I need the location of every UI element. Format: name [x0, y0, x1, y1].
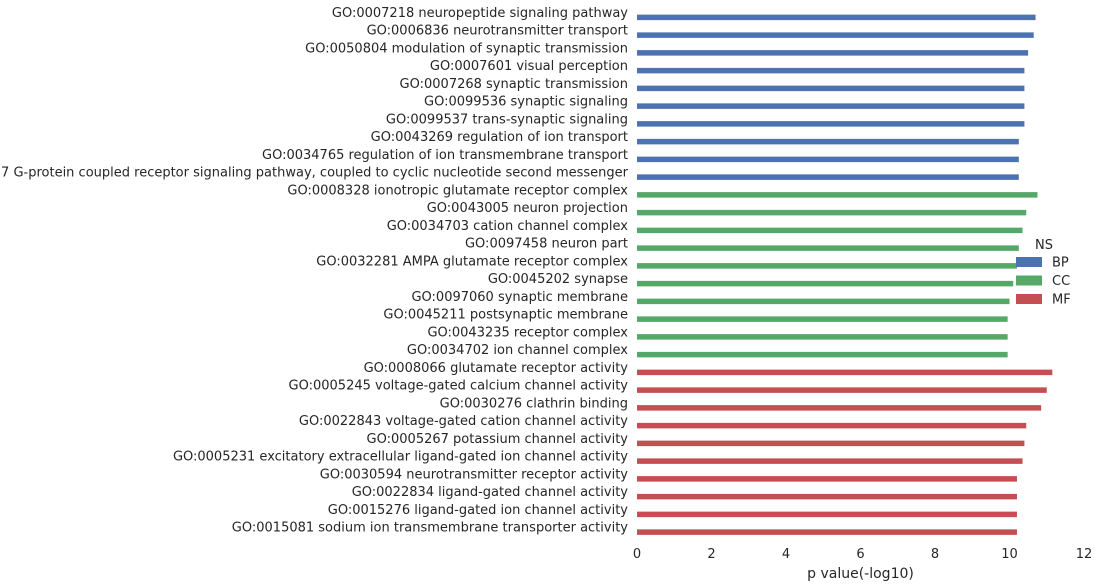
- category-label-3: GO:0007601 visual perception: [430, 59, 628, 74]
- legend-label-bp: BP: [1052, 256, 1069, 271]
- legend-label-cc: CC: [1052, 274, 1070, 289]
- legend-swatch-bp: [1016, 257, 1042, 267]
- category-label-27: GO:0022834 ligand-gated channel activity: [352, 485, 629, 500]
- bar-cc-19: [637, 351, 1008, 358]
- x-tick-label-4: 4: [782, 547, 790, 562]
- bar-mf-29: [637, 529, 1017, 535]
- x-tick-label-12: 12: [1076, 547, 1093, 562]
- category-labels-group: GO:0007218 neuropeptide signaling pathwa…: [0, 6, 629, 536]
- bar-mf-28: [637, 511, 1017, 518]
- bar-cc-10: [637, 192, 1038, 198]
- bar-cc-15: [637, 280, 1014, 287]
- bar-bp-7: [637, 138, 1019, 145]
- x-tick-label-0: 0: [633, 547, 641, 562]
- bar-cc-18: [637, 334, 1008, 340]
- category-label-5: GO:0099536 synaptic signaling: [424, 95, 628, 110]
- category-label-4: GO:0007268 synaptic transmission: [400, 77, 628, 92]
- category-label-26: GO:0030594 neurotransmitter receptor act…: [320, 467, 629, 482]
- category-label-7: GO:0043269 regulation of ion transport: [371, 130, 628, 145]
- x-axis-label: p value(-log10): [807, 566, 914, 582]
- category-label-12: GO:0034703 cation channel complex: [387, 219, 629, 234]
- bar-bp-6: [637, 121, 1025, 127]
- category-label-11: GO:0043005 neuron projection: [427, 201, 628, 216]
- bar-mf-24: [637, 440, 1025, 447]
- x-tick-label-8: 8: [931, 547, 939, 562]
- category-label-21: GO:0005245 voltage-gated calcium channel…: [289, 379, 629, 394]
- category-label-18: GO:0043235 receptor complex: [427, 325, 628, 340]
- legend: NS BP CC MF: [1016, 238, 1071, 308]
- legend-swatch-mf: [1016, 294, 1042, 304]
- category-label-15: GO:0045202 synapse: [488, 272, 628, 287]
- bar-mf-20: [637, 369, 1053, 376]
- x-tick-label-6: 6: [856, 547, 864, 562]
- category-label-29: GO:0015081 sodium ion transmembrane tran…: [232, 521, 628, 536]
- category-label-22: GO:0030276 clathrin binding: [440, 396, 628, 411]
- bars-group: [637, 14, 1053, 535]
- bar-mf-27: [637, 493, 1017, 500]
- bar-mf-25: [637, 458, 1023, 464]
- category-label-20: GO:0008066 glutamate receptor activity: [364, 361, 629, 376]
- bar-bp-3: [637, 67, 1025, 74]
- category-label-6: GO:0099537 trans-synaptic signaling: [386, 112, 628, 127]
- legend-title: NS: [1035, 238, 1053, 253]
- legend-label-mf: MF: [1052, 293, 1071, 308]
- bar-bp-5: [637, 103, 1025, 109]
- bar-mf-26: [637, 476, 1017, 482]
- category-label-23: GO:0022843 voltage-gated cation channel …: [299, 414, 628, 429]
- bar-bp-0: [637, 14, 1036, 21]
- legend-swatch-cc: [1016, 275, 1042, 286]
- bar-cc-13: [637, 245, 1019, 251]
- x-tick-label-10: 10: [1001, 547, 1018, 562]
- category-label-8: GO:0034765 regulation of ion transmembra…: [262, 148, 628, 163]
- category-label-14: GO:0032281 AMPA glutamate receptor compl…: [316, 254, 628, 269]
- category-label-2: GO:0050804 modulation of synaptic transm…: [305, 41, 628, 56]
- x-axis-ticks-group: 0 2 4 6 8 10 12: [633, 547, 1092, 562]
- bar-cc-17: [637, 316, 1008, 322]
- category-label-28: GO:0015276 ligand-gated ion channel acti…: [328, 503, 629, 518]
- category-label-13: GO:0097458 neuron part: [465, 237, 628, 252]
- category-label-17: GO:0045211 postsynaptic membrane: [383, 308, 628, 323]
- bar-bp-4: [637, 85, 1025, 92]
- bar-cc-14: [637, 263, 1017, 269]
- bar-bp-9: [637, 174, 1019, 180]
- bar-bp-8: [637, 156, 1019, 163]
- bar-cc-16: [637, 298, 1010, 305]
- bar-mf-22: [637, 405, 1042, 411]
- category-label-0: GO:0007218 neuropeptide signaling pathwa…: [332, 6, 628, 21]
- category-label-9: GO:0007187 G-protein coupled receptor si…: [0, 166, 629, 181]
- category-label-25: GO:0005231 excitatory extracellular liga…: [173, 450, 628, 465]
- category-label-16: GO:0097060 synaptic membrane: [411, 290, 628, 305]
- bar-cc-12: [637, 227, 1023, 234]
- category-label-24: GO:0005267 potassium channel activity: [367, 432, 629, 447]
- category-label-10: GO:0008328 ionotropic glutamate receptor…: [287, 183, 628, 198]
- category-label-1: GO:0006836 neurotransmitter transport: [367, 24, 628, 39]
- bar-mf-21: [637, 387, 1047, 393]
- category-label-19: GO:0034702 ion channel complex: [407, 343, 628, 358]
- bar-bp-1: [637, 32, 1034, 38]
- bar-mf-23: [637, 422, 1027, 429]
- bar-bp-2: [637, 50, 1029, 56]
- x-tick-label-2: 2: [707, 547, 715, 562]
- bar-cc-11: [637, 209, 1027, 216]
